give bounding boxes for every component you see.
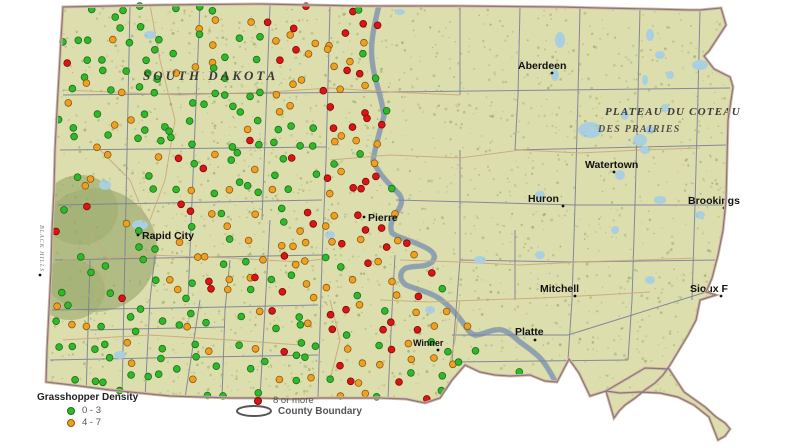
svg-text:Rapid City: Rapid City [142, 230, 194, 242]
svg-text:BLACK HILLS: BLACK HILLS [38, 225, 44, 272]
svg-text:PLATEAU DU COTEAU: PLATEAU DU COTEAU [605, 106, 741, 118]
svg-text:DES PRAIRIES: DES PRAIRIES [597, 124, 681, 135]
svg-text:Brookings: Brookings [688, 195, 740, 207]
svg-text:Pierre: Pierre [368, 212, 398, 224]
svg-text:Aberdeen: Aberdeen [518, 60, 566, 72]
svg-text:Platte: Platte [515, 326, 544, 338]
svg-text:Mitchell: Mitchell [540, 283, 579, 295]
svg-text:SOUTH DAKOTA: SOUTH DAKOTA [143, 68, 278, 83]
svg-text:Winner: Winner [413, 338, 444, 348]
svg-text:Watertown: Watertown [585, 159, 638, 171]
svg-text:Huron: Huron [528, 193, 559, 205]
